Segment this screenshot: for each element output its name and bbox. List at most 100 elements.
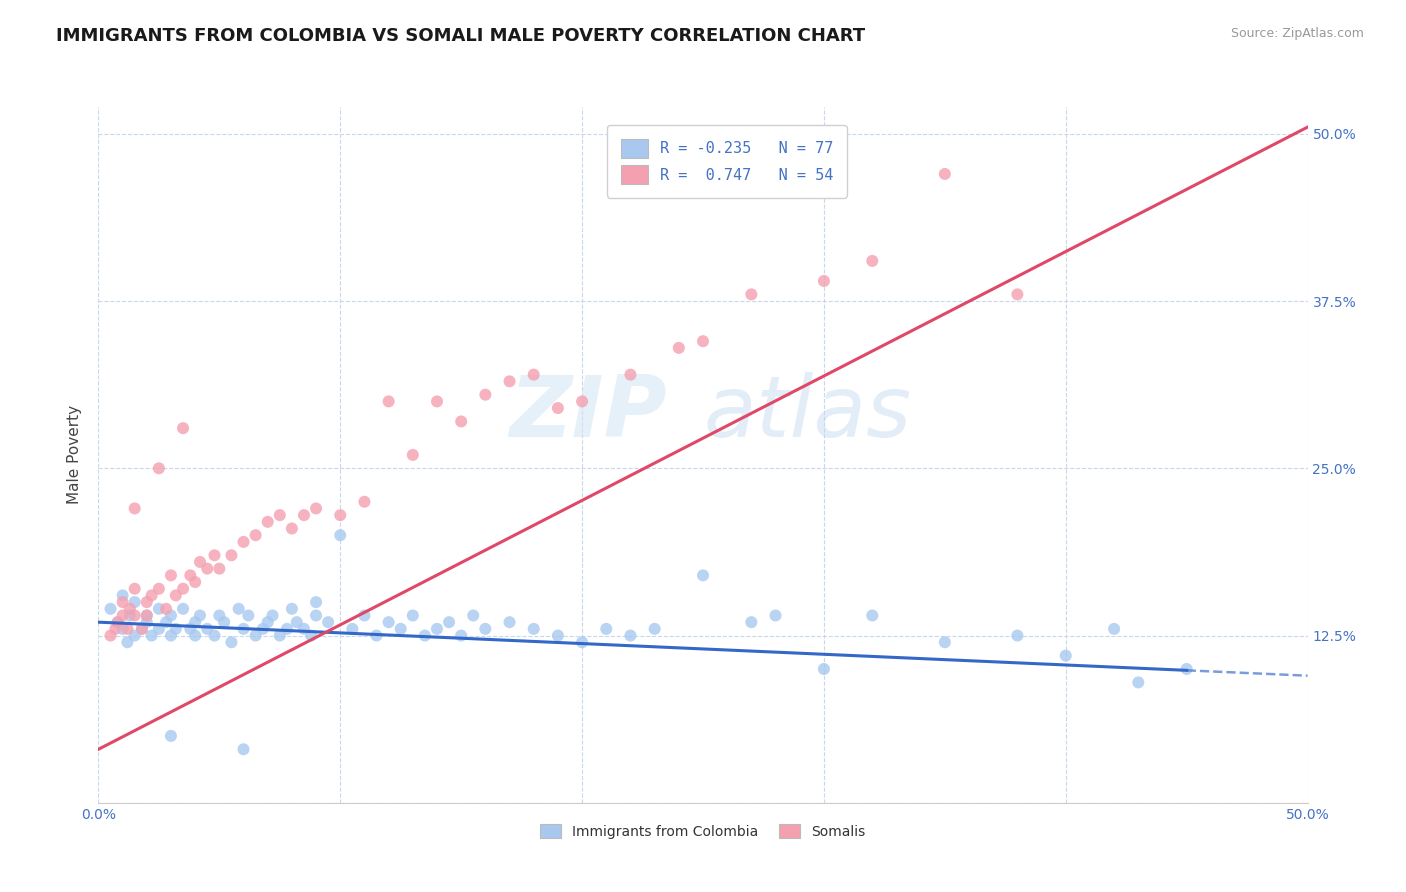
Point (377, 394, 399, 409)
Point (100, 602, 122, 616)
Point (644, 622, 666, 636)
Point (179, 568, 201, 582)
Point (305, 501, 328, 516)
Point (474, 622, 496, 636)
Point (523, 368, 546, 382)
Text: atlas: atlas (703, 372, 911, 455)
Point (232, 534, 254, 549)
Point (179, 622, 201, 636)
Point (195, 562, 218, 576)
Point (740, 287, 762, 301)
Point (377, 615, 399, 630)
Point (160, 608, 183, 623)
Text: IMMIGRANTS FROM COLOMBIA VS SOMALI MALE POVERTY CORRELATION CHART: IMMIGRANTS FROM COLOMBIA VS SOMALI MALE … (56, 27, 865, 45)
Point (155, 602, 177, 616)
Point (281, 521, 304, 535)
Point (402, 608, 425, 623)
Point (860, 608, 883, 623)
Point (104, 622, 127, 636)
Point (135, 608, 157, 623)
Point (389, 622, 412, 636)
Point (1007, 287, 1029, 301)
Point (692, 568, 714, 582)
Point (208, 562, 231, 576)
Point (740, 615, 762, 630)
Point (619, 368, 641, 382)
Point (111, 608, 134, 623)
Point (353, 494, 375, 508)
Point (285, 615, 308, 630)
Point (934, 167, 956, 181)
Point (426, 622, 449, 636)
Point (450, 414, 472, 429)
Point (124, 582, 146, 596)
Point (813, 274, 835, 288)
Point (498, 615, 520, 630)
Point (155, 615, 177, 630)
Point (188, 608, 211, 623)
Point (692, 334, 714, 349)
Point (172, 582, 194, 596)
Point (316, 615, 339, 630)
Point (131, 622, 153, 636)
Point (165, 589, 187, 603)
Point (1175, 662, 1198, 676)
Text: Source: ZipAtlas.com: Source: ZipAtlas.com (1230, 27, 1364, 40)
Legend: Immigrants from Colombia, Somalis: Immigrants from Colombia, Somalis (534, 819, 872, 845)
Point (118, 608, 141, 623)
Point (124, 501, 146, 516)
Point (329, 528, 352, 542)
Point (256, 515, 278, 529)
Point (212, 615, 235, 630)
Point (765, 608, 787, 623)
Point (160, 729, 183, 743)
Point (148, 622, 170, 636)
Point (184, 628, 207, 642)
Point (353, 608, 375, 623)
Point (135, 595, 157, 609)
Point (292, 622, 315, 636)
Point (276, 622, 298, 636)
Point (252, 622, 274, 636)
Point (305, 595, 328, 609)
Point (131, 622, 153, 636)
Point (463, 608, 485, 623)
Point (141, 589, 163, 603)
Point (232, 742, 254, 756)
Point (547, 401, 569, 416)
Point (498, 375, 520, 389)
Point (124, 628, 146, 642)
Point (523, 622, 546, 636)
Point (160, 628, 183, 642)
Point (221, 548, 243, 563)
Text: ZIP: ZIP (509, 372, 666, 455)
Point (160, 568, 183, 582)
Point (208, 608, 231, 623)
Point (141, 628, 163, 642)
Point (188, 555, 211, 569)
Point (426, 394, 449, 409)
Point (135, 615, 157, 630)
Point (366, 628, 388, 642)
Point (232, 622, 254, 636)
Point (262, 608, 284, 623)
Point (204, 628, 226, 642)
Point (860, 254, 883, 268)
Point (269, 628, 291, 642)
Point (450, 628, 472, 642)
Point (245, 628, 267, 642)
Point (269, 508, 291, 523)
Point (402, 448, 425, 462)
Point (329, 508, 352, 523)
Point (118, 602, 141, 616)
Point (305, 608, 328, 623)
Point (281, 602, 304, 616)
Point (184, 615, 207, 630)
Point (571, 635, 593, 649)
Point (1102, 622, 1125, 636)
Point (342, 622, 364, 636)
Point (668, 341, 690, 355)
Point (934, 635, 956, 649)
Point (111, 589, 134, 603)
Point (100, 628, 122, 642)
